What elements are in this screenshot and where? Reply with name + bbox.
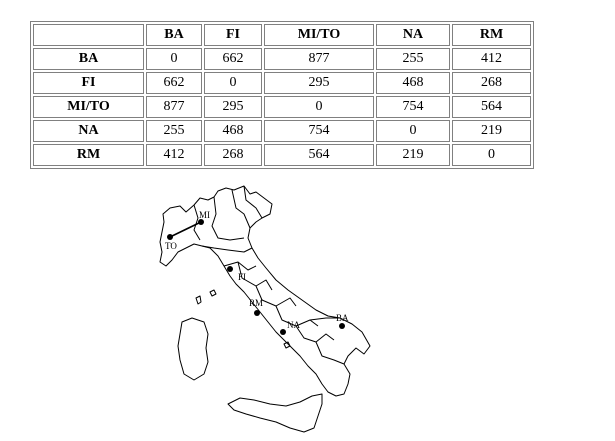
distance-cell: 754: [376, 96, 450, 118]
column-header: MI/TO: [264, 24, 374, 46]
distance-table: BA FI MI/TO NA RM BA 0 662 877 255 412 F…: [30, 21, 534, 169]
table-row: MI/TO 877 295 0 754 564: [33, 96, 531, 118]
city-marker-to: [167, 234, 173, 240]
distance-cell: 295: [204, 96, 262, 118]
column-header: NA: [376, 24, 450, 46]
distance-cell: 219: [376, 144, 450, 166]
distance-cell: 662: [146, 72, 202, 94]
city-label-fi: FI: [238, 272, 246, 282]
distance-cell: 468: [376, 72, 450, 94]
region-border: [295, 325, 335, 343]
city-label-mi: MI: [199, 210, 210, 220]
table-row: RM 412 268 564 219 0: [33, 144, 531, 166]
city-label-rm: RM: [249, 298, 263, 308]
row-header: BA: [33, 48, 144, 70]
corner-cell: [33, 24, 144, 46]
table-header-row: BA FI MI/TO NA RM: [33, 24, 531, 46]
distance-cell: 877: [146, 96, 202, 118]
distance-cell: 0: [146, 48, 202, 70]
city-marker-ba: [339, 323, 345, 329]
capri-island: [283, 341, 291, 349]
distance-cell: 412: [146, 144, 202, 166]
distance-cell: 219: [452, 120, 531, 142]
map-outline: [159, 185, 371, 433]
row-header: FI: [33, 72, 144, 94]
distance-cell: 412: [452, 48, 531, 70]
elba-island: [209, 289, 217, 297]
corsica-strip: [195, 295, 202, 305]
distance-cell: 564: [452, 96, 531, 118]
region-border: [315, 341, 345, 365]
distance-cell: 468: [204, 120, 262, 142]
table-row: NA 255 468 754 0 219: [33, 120, 531, 142]
distance-cell: 0: [264, 96, 374, 118]
distance-cell: 255: [146, 120, 202, 142]
column-header: FI: [204, 24, 262, 46]
sicily-outline: [227, 393, 323, 433]
distance-cell: 0: [376, 120, 450, 142]
row-header: MI/TO: [33, 96, 144, 118]
region-border: [243, 185, 263, 219]
city-label-ba: BA: [336, 313, 349, 323]
region-border: [223, 261, 257, 271]
region-border: [309, 317, 340, 321]
column-header: RM: [452, 24, 531, 46]
distance-cell: 268: [204, 144, 262, 166]
table-row: BA 0 662 877 255 412: [33, 48, 531, 70]
region-border: [211, 196, 245, 241]
city-label-to: TO: [165, 241, 177, 251]
row-header: NA: [33, 120, 144, 142]
region-border: [231, 189, 251, 229]
distance-cell: 877: [264, 48, 374, 70]
city-marker-fi: [227, 266, 233, 272]
city-marker-rm: [254, 310, 260, 316]
sardinia-outline: [177, 317, 209, 381]
distance-cell: 255: [376, 48, 450, 70]
distance-cell: 0: [204, 72, 262, 94]
region-border: [201, 245, 253, 253]
table-row: FI 662 0 295 468 268: [33, 72, 531, 94]
italy-map: MI TO FI RM NA BA: [159, 185, 371, 433]
distance-cell: 564: [264, 144, 374, 166]
distance-cell: 662: [204, 48, 262, 70]
column-header: BA: [146, 24, 202, 46]
distance-cell: 295: [264, 72, 374, 94]
row-header: RM: [33, 144, 144, 166]
distance-cell: 754: [264, 120, 374, 142]
mainland-outline: [159, 185, 371, 397]
distance-cell: 0: [452, 144, 531, 166]
city-marker-na: [280, 329, 286, 335]
city-label-na: NA: [287, 320, 300, 330]
city-marker-mi: [198, 219, 204, 225]
distance-cell: 268: [452, 72, 531, 94]
mi-to-link: [169, 221, 202, 238]
